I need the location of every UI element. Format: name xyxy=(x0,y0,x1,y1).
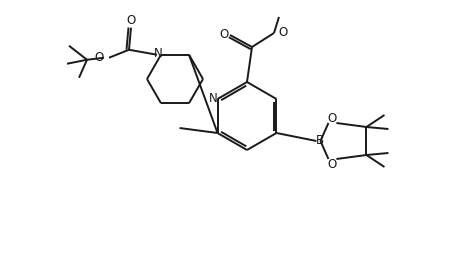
Text: O: O xyxy=(126,14,135,27)
Text: O: O xyxy=(219,27,229,41)
Text: B: B xyxy=(315,135,323,147)
Text: O: O xyxy=(328,112,337,124)
Text: N: N xyxy=(209,92,218,104)
Text: O: O xyxy=(328,158,337,170)
Text: O: O xyxy=(278,27,287,39)
Text: N: N xyxy=(154,47,162,60)
Text: O: O xyxy=(95,51,104,64)
